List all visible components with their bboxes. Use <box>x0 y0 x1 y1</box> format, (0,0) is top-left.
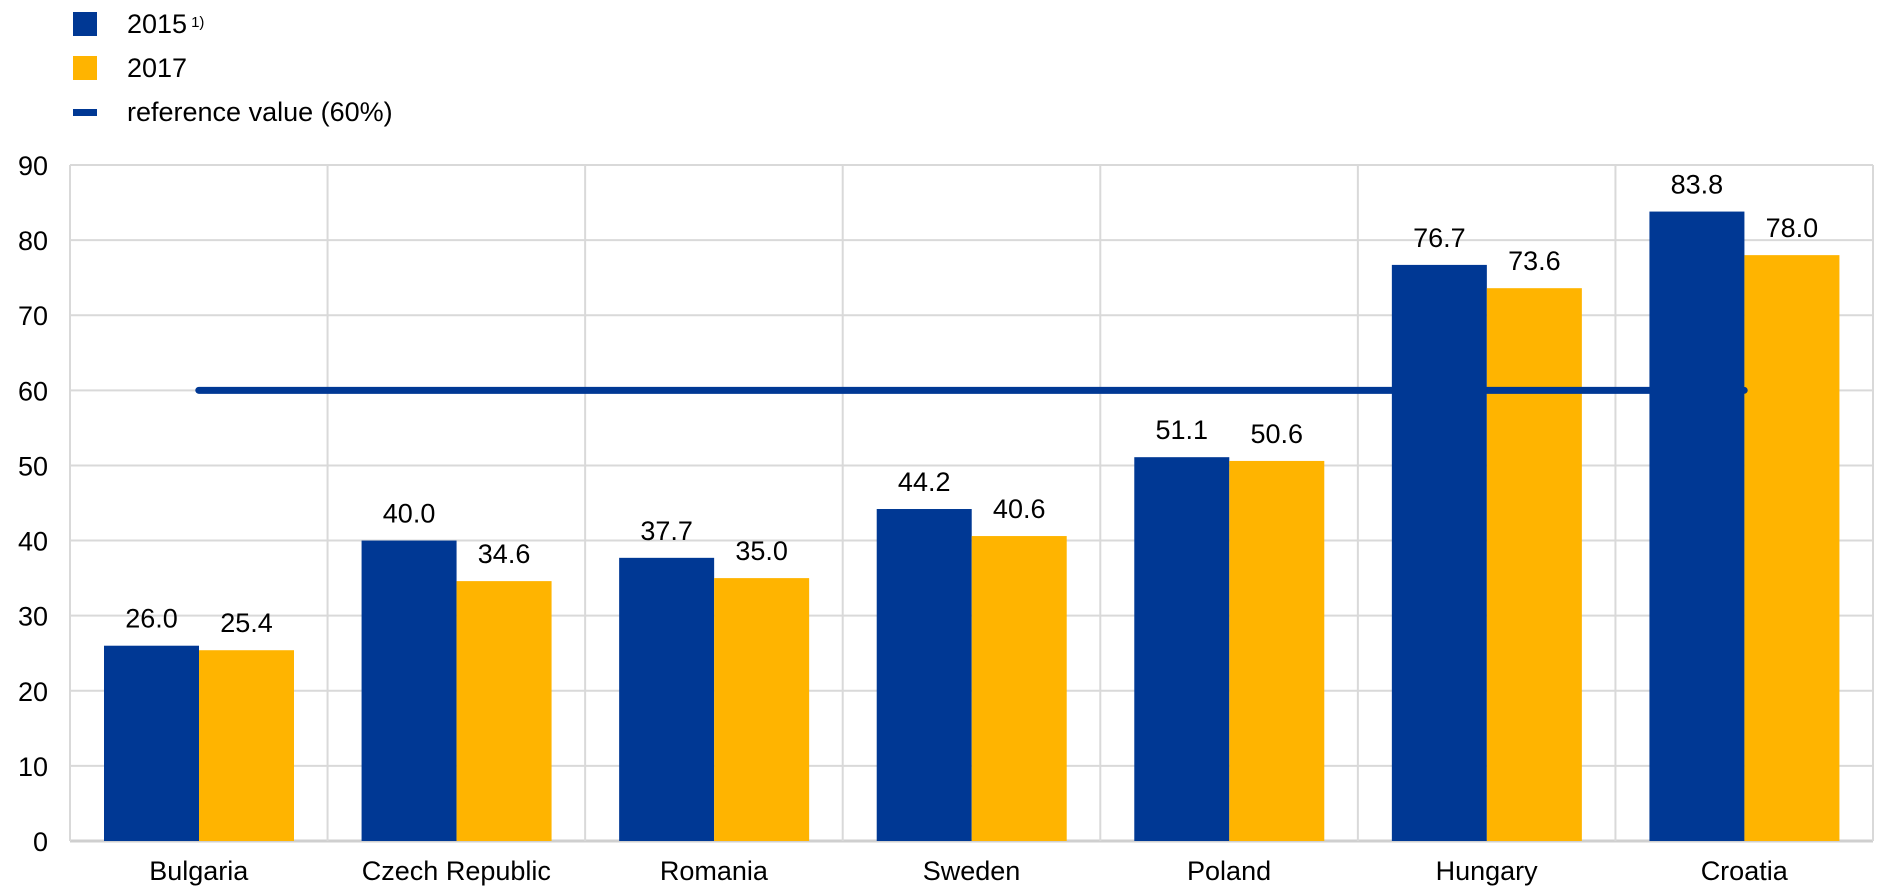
legend-item-2017: 2017 <box>73 46 393 90</box>
data-label: 25.4 <box>220 608 273 638</box>
x-tick-label: Hungary <box>1436 856 1539 886</box>
x-tick-label: Bulgaria <box>149 856 249 886</box>
data-label: 78.0 <box>1766 213 1819 243</box>
bar-2017 <box>1486 288 1582 841</box>
legend-swatch-2017 <box>73 56 97 80</box>
data-label: 35.0 <box>735 536 788 566</box>
y-tick-label: 90 <box>18 151 48 181</box>
bar-2015 <box>1649 211 1745 841</box>
data-label: 73.6 <box>1508 246 1561 276</box>
bar-2015 <box>1391 264 1487 841</box>
y-tick-label: 50 <box>18 451 48 481</box>
x-tick-label: Romania <box>660 856 769 886</box>
bar-2015 <box>1134 457 1230 841</box>
data-label: 51.1 <box>1156 415 1209 445</box>
data-label: 76.7 <box>1413 223 1466 253</box>
data-label: 34.6 <box>478 539 531 569</box>
bar-2017 <box>971 536 1067 841</box>
y-tick-label: 30 <box>18 602 48 632</box>
y-tick-label: 70 <box>18 301 48 331</box>
y-tick-label: 80 <box>18 226 48 256</box>
y-tick-label: 60 <box>18 376 48 406</box>
data-label: 44.2 <box>898 467 951 497</box>
bar-2015 <box>619 557 715 841</box>
x-tick-label: Poland <box>1187 856 1271 886</box>
legend: 2015 1) 2017 reference value (60%) <box>73 2 393 134</box>
legend-label-2015: 2015 <box>127 8 188 39</box>
data-label: 40.6 <box>993 494 1046 524</box>
x-tick-label: Czech Republic <box>362 856 551 886</box>
bar-2015 <box>104 645 199 841</box>
y-tick-label: 20 <box>18 677 48 707</box>
bar-2017 <box>714 578 810 841</box>
data-label: 37.7 <box>640 516 693 546</box>
legend-line-reference <box>73 108 97 116</box>
bar-2017 <box>456 581 552 841</box>
y-tick-label: 40 <box>18 527 48 557</box>
legend-footnote: 1) <box>191 13 205 31</box>
legend-item-reference: reference value (60%) <box>73 90 393 134</box>
legend-swatch-2015 <box>73 12 97 36</box>
y-tick-label: 0 <box>33 827 48 857</box>
bar-2017 <box>199 650 294 841</box>
x-tick-label: Croatia <box>1701 856 1789 886</box>
data-label: 40.0 <box>383 499 436 529</box>
bar-2015 <box>876 509 972 841</box>
data-label: 83.8 <box>1671 170 1724 200</box>
bar-2017 <box>1744 255 1840 842</box>
legend-label-reference: reference value (60%) <box>127 96 393 127</box>
data-label: 50.6 <box>1251 419 1304 449</box>
y-tick-label: 10 <box>18 752 48 782</box>
data-label: 26.0 <box>125 604 178 634</box>
bar-2015 <box>361 540 457 841</box>
x-tick-label: Sweden <box>923 856 1021 886</box>
legend-label-2017: 2017 <box>127 52 188 83</box>
bar-2017 <box>1229 460 1325 841</box>
legend-item-2015: 2015 1) <box>73 2 393 46</box>
